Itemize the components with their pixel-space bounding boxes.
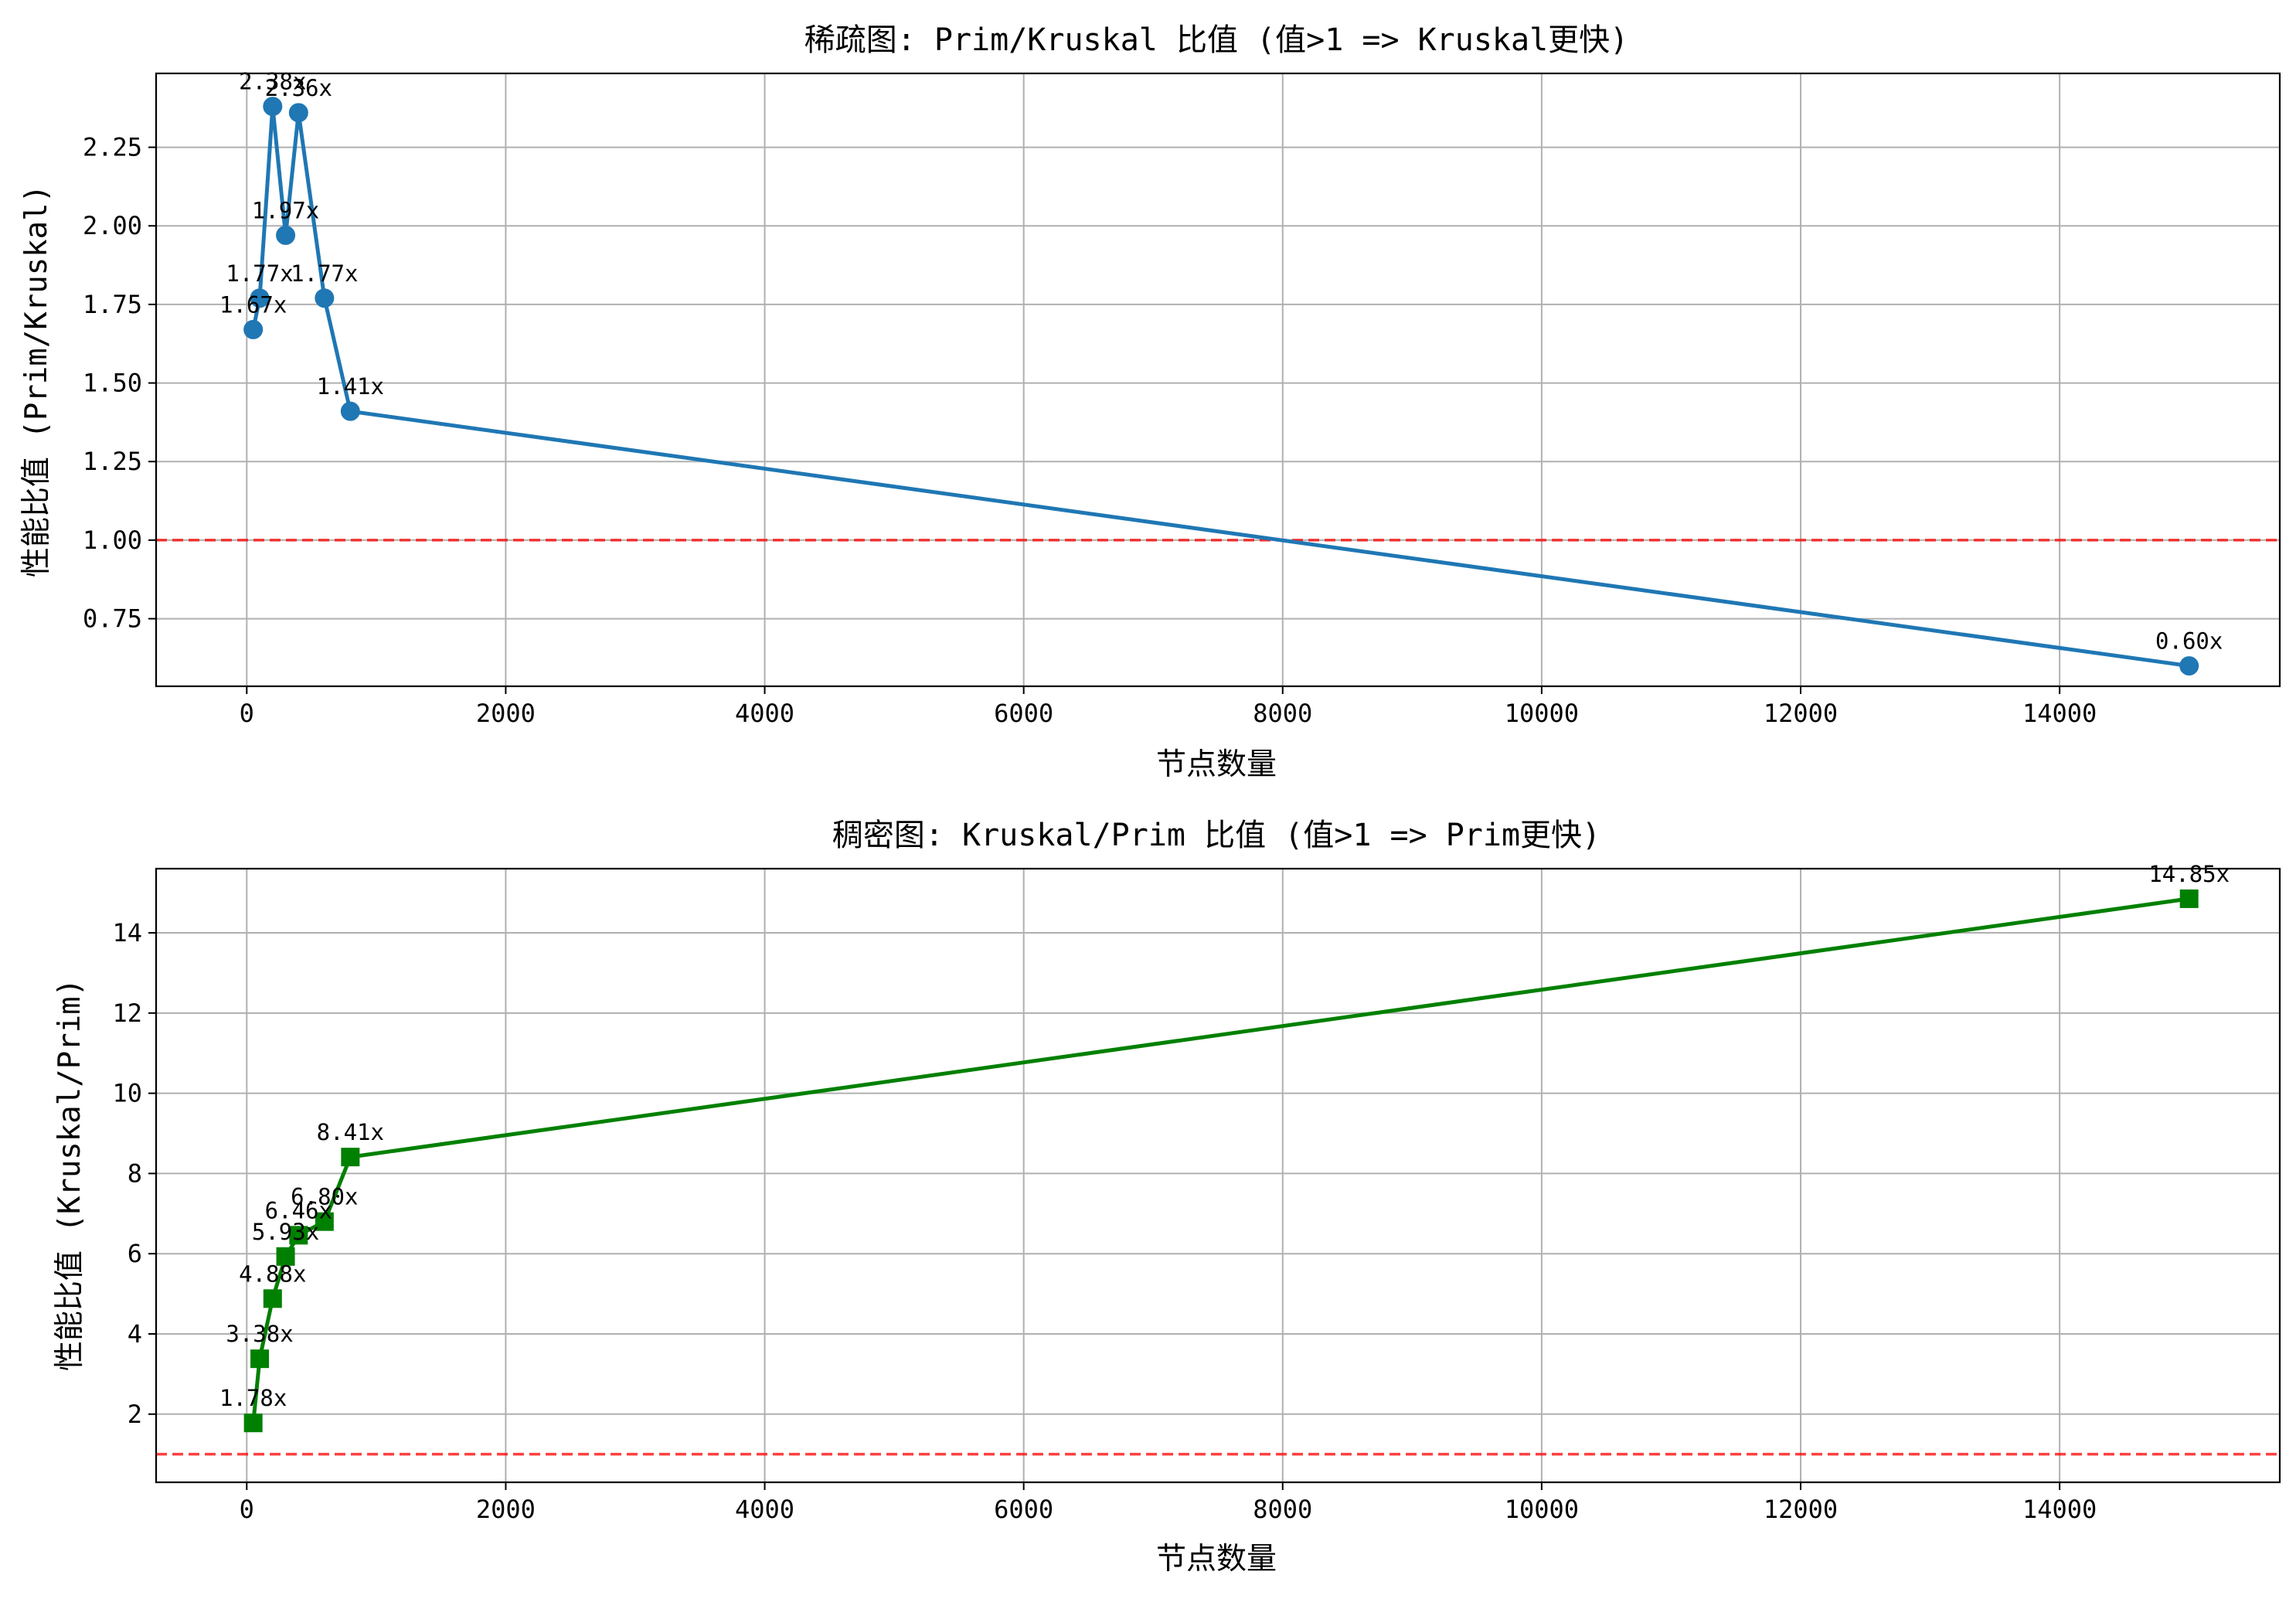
y-axis-ticks-sparse: 0.75 1.00 1.25 1.50 1.75 2.00 2.25 (83, 133, 156, 634)
x-tick-label: 2000 (476, 1495, 536, 1524)
x-tick-label: 14000 (2022, 699, 2097, 728)
data-label: 1.77x (226, 260, 293, 287)
data-label: 6.46x (265, 1197, 332, 1223)
y-tick-label: 2.25 (83, 133, 142, 162)
grid-sparse (156, 73, 2280, 686)
chart-title-sparse: 稀疏图: Prim/Kruskal 比值 (值>1 => Kruskal更快) (804, 22, 1629, 58)
x-axis-ticks-sparse: 0 2000 4000 6000 8000 10000 12000 14000 (240, 686, 2097, 728)
data-point (289, 1226, 308, 1245)
x-tick-label: 12000 (1764, 1495, 1838, 1524)
series-line (251, 896, 2190, 1424)
y-tick-label: 14 (112, 918, 142, 947)
data-label: 5.93x (252, 1219, 319, 1245)
plot-frame-sparse (155, 72, 2281, 688)
x-tick-label: 6000 (994, 699, 1053, 728)
y-tick-label: 12 (112, 999, 142, 1028)
data-point (2179, 656, 2199, 676)
data-point (2179, 889, 2199, 908)
x-axis-ticks-dense: 0 2000 4000 6000 8000 10000 12000 14000 (240, 1482, 2097, 1524)
y-axis-label-sparse: 性能比值 (Prim/Kruskal) (19, 185, 54, 577)
data-point (243, 1414, 263, 1433)
y-tick-label: 0.75 (83, 604, 142, 634)
grid-dense (156, 869, 2280, 1482)
y-tick-label: 6 (128, 1239, 142, 1268)
data-label: 4.88x (239, 1260, 306, 1287)
chart-title-dense: 稠密图: Kruskal/Prim 比值 (值>1 => Prim更快) (832, 818, 1600, 853)
x-tick-label: 8000 (1253, 699, 1312, 728)
chart-dense: 稠密图: Kruskal/Prim 比值 (值>1 => Prim更快) 节点数… (53, 818, 2281, 1577)
data-label: 1.97x (252, 197, 319, 223)
data-label: 14.85x (2148, 861, 2230, 887)
data-label: 0.60x (2155, 628, 2223, 655)
data-point (340, 401, 360, 421)
y-tick-label: 2 (128, 1400, 142, 1429)
x-tick-label: 8000 (1253, 1495, 1312, 1524)
data-point (263, 1289, 282, 1308)
data-point (288, 103, 308, 123)
x-tick-label: 2000 (476, 699, 536, 728)
data-point (250, 288, 270, 308)
data-point (341, 1148, 360, 1167)
data-label: 1.77x (291, 260, 358, 287)
data-label: 1.41x (317, 373, 384, 400)
data-point (315, 1212, 334, 1231)
plot-frame-dense (155, 867, 2281, 1484)
y-axis-label-dense: 性能比值 (Kruskal/Prim) (53, 978, 87, 1371)
data-point (263, 97, 283, 117)
y-tick-label: 10 (112, 1079, 142, 1108)
y-tick-label: 1.00 (83, 526, 142, 555)
y-tick-label: 8 (128, 1158, 142, 1188)
x-tick-label: 14000 (2022, 1495, 2097, 1524)
x-tick-label: 6000 (994, 1495, 1053, 1524)
y-axis-ticks-dense: 2 4 6 8 10 12 14 (112, 918, 156, 1429)
data-point (276, 225, 296, 245)
data-label: 6.80x (291, 1184, 358, 1210)
data-label: 1.78x (219, 1385, 287, 1411)
data-label: 2.36x (265, 75, 332, 101)
data-label: 1.67x (219, 291, 287, 318)
x-tick-label: 4000 (735, 1495, 794, 1524)
x-tick-label: 0 (240, 699, 254, 728)
data-label: 8.41x (317, 1119, 384, 1145)
data-point (276, 1247, 295, 1266)
y-tick-label: 2.00 (83, 211, 142, 240)
y-tick-label: 1.25 (83, 447, 142, 476)
x-tick-label: 0 (240, 1495, 254, 1524)
y-tick-label: 1.75 (83, 290, 142, 319)
data-point (243, 319, 264, 339)
x-tick-label: 4000 (735, 699, 794, 728)
x-axis-label-dense: 节点数量 (1156, 1542, 1277, 1577)
data-label: 3.38x (226, 1321, 293, 1347)
x-tick-label: 10000 (1505, 699, 1579, 728)
chart-sparse: 稀疏图: Prim/Kruskal 比值 (值>1 => Kruskal更快) … (19, 22, 2281, 782)
y-tick-label: 4 (128, 1319, 142, 1349)
y-tick-label: 1.50 (83, 369, 142, 398)
x-axis-label-sparse: 节点数量 (1156, 747, 1277, 782)
data-point (250, 1349, 270, 1369)
series-line (251, 104, 2190, 669)
data-point (315, 288, 335, 308)
data-label: 2.38x (239, 69, 306, 95)
x-tick-label: 10000 (1505, 1495, 1579, 1524)
x-tick-label: 12000 (1764, 699, 1838, 728)
